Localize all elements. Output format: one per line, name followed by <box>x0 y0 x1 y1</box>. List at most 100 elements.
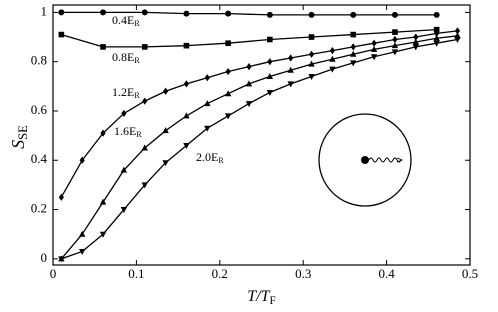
series <box>58 32 461 262</box>
series-label-main: 1.2E <box>112 85 134 99</box>
series-label-main: 2.0E <box>196 150 218 164</box>
marker <box>100 9 107 16</box>
series-line <box>60 30 458 198</box>
marker <box>78 248 86 255</box>
series-line <box>61 11 437 16</box>
marker <box>266 72 274 79</box>
marker <box>433 26 440 33</box>
marker <box>99 231 107 238</box>
series-label-sub: R <box>134 56 140 65</box>
marker <box>308 11 315 18</box>
marker <box>183 112 190 119</box>
marker <box>142 97 148 105</box>
marker <box>267 36 273 43</box>
marker <box>413 33 419 41</box>
marker <box>224 113 232 120</box>
marker <box>412 44 419 51</box>
x-axis-label: T/TF <box>247 288 275 307</box>
marker <box>224 90 232 97</box>
marker <box>329 46 335 55</box>
marker <box>100 44 106 50</box>
marker <box>225 10 232 17</box>
marker <box>79 156 85 164</box>
marker <box>245 80 253 87</box>
marker <box>308 60 315 67</box>
marker <box>120 166 128 173</box>
y-tick-label: 0.4 <box>31 151 48 166</box>
marker <box>454 37 461 44</box>
series-label-main: 0.4E <box>112 13 134 27</box>
marker <box>371 39 377 47</box>
inset-particle <box>361 156 369 164</box>
marker <box>162 160 169 167</box>
marker <box>141 182 148 189</box>
series-label: 1.6ER <box>114 124 142 139</box>
marker <box>287 81 294 88</box>
series-label-sub: R <box>134 91 140 100</box>
x-tick-label: 0.4 <box>378 266 395 281</box>
marker <box>141 44 148 50</box>
marker <box>245 101 253 108</box>
marker <box>121 109 127 118</box>
marker <box>99 198 107 205</box>
marker <box>204 74 210 82</box>
series-label-main: 1.6E <box>114 124 136 138</box>
series <box>58 27 461 201</box>
marker <box>183 42 190 49</box>
marker <box>329 66 336 73</box>
plot-frame <box>52 4 471 266</box>
marker <box>183 142 190 149</box>
series-label: 2.0ER <box>196 150 224 165</box>
marker <box>370 54 378 61</box>
marker <box>162 87 169 95</box>
y-tick-label: 0.8 <box>31 53 47 68</box>
series-line <box>61 28 437 48</box>
marker <box>433 34 440 41</box>
series-label: 0.8ER <box>112 50 140 65</box>
x-tick-label: 0.5 <box>462 266 478 281</box>
marker <box>287 66 294 73</box>
series-label-sub: R <box>134 19 140 28</box>
marker <box>454 32 461 39</box>
marker <box>308 50 315 58</box>
marker <box>350 11 357 18</box>
marker <box>58 256 65 263</box>
inset-circle <box>318 113 412 207</box>
y-axis-label-sub: SE <box>16 125 30 140</box>
marker <box>141 144 148 151</box>
marker <box>120 207 128 214</box>
marker <box>183 80 190 88</box>
marker <box>58 193 64 201</box>
series-label: 1.2ER <box>112 85 140 100</box>
y-tick-label: 1 <box>41 3 48 18</box>
y-tick-label: 0.6 <box>31 102 48 117</box>
marker <box>392 35 398 44</box>
marker <box>412 38 419 45</box>
marker <box>433 40 440 47</box>
marker <box>246 63 252 71</box>
x-tick-label: 0 <box>50 266 57 281</box>
inset-wave <box>368 157 402 163</box>
marker <box>58 9 65 16</box>
y-axis-label: SSE <box>8 125 30 149</box>
marker <box>100 129 106 137</box>
inset <box>318 113 412 207</box>
marker <box>266 89 274 96</box>
marker <box>350 50 357 57</box>
marker <box>350 43 356 51</box>
series <box>58 26 440 50</box>
y-tick-label: 0.2 <box>31 201 47 216</box>
marker <box>329 55 336 62</box>
marker <box>391 49 399 56</box>
marker <box>391 11 398 18</box>
series-line <box>61 38 458 260</box>
marker <box>183 10 190 17</box>
marker <box>288 54 294 62</box>
series-label: 0.4ER <box>112 13 140 28</box>
marker <box>267 58 273 66</box>
y-tick-label: 0 <box>41 250 48 265</box>
marker <box>434 29 440 37</box>
marker <box>266 11 273 18</box>
marker <box>370 45 378 52</box>
inset-arrowhead <box>396 157 404 163</box>
